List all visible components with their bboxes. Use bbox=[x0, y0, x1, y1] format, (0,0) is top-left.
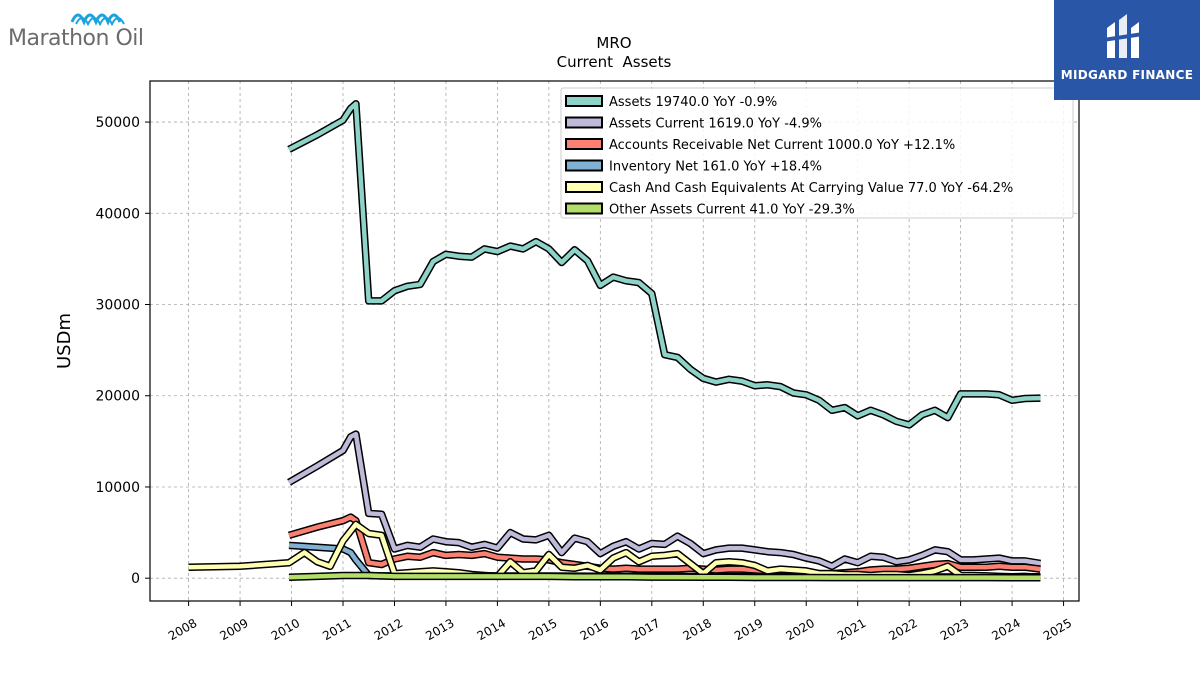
x-tick-label: 2011 bbox=[320, 616, 353, 643]
legend-swatch bbox=[565, 95, 603, 107]
y-tick-label: 40000 bbox=[95, 206, 140, 222]
series-line-1 bbox=[287, 100, 1041, 429]
x-tick-label: 2016 bbox=[578, 616, 611, 643]
series-line-6 bbox=[288, 571, 1041, 582]
x-tick-label: 2009 bbox=[217, 616, 250, 643]
x-axis: 2008 2009 2010 2011 2012 2013 2014 2015 2016 2017… bbox=[166, 601, 1074, 643]
chart-subtitle: Current Assets bbox=[557, 53, 672, 71]
series-stroke bbox=[288, 573, 1041, 581]
y-tick-label: 0 bbox=[131, 571, 140, 587]
x-tick-label: 2018 bbox=[681, 616, 714, 643]
legend-label: Other Assets Current 41.0 YoY -29.3% bbox=[609, 203, 855, 218]
grid bbox=[150, 81, 1079, 601]
wave-logo-icon bbox=[70, 13, 125, 27]
series-stroke bbox=[287, 101, 1041, 428]
x-tick-label: 2014 bbox=[475, 616, 508, 643]
y-axis: 0 10000 20000 30000 40000 50000 bbox=[95, 115, 150, 587]
legend-swatch bbox=[565, 116, 603, 129]
legend-entry-3: Accounts Receivable Net Current 1000.0 Y… bbox=[565, 138, 955, 153]
x-tick-label: 2012 bbox=[372, 616, 405, 643]
plot-frame bbox=[149, 80, 1080, 602]
x-tick-label: 2025 bbox=[1041, 616, 1074, 643]
legend-swatch bbox=[565, 159, 603, 172]
x-tick-label: 2008 bbox=[166, 616, 199, 643]
legend-box bbox=[560, 87, 1074, 219]
legend-label: Assets Current 1619.0 YoY -4.9% bbox=[609, 117, 822, 132]
legend-entry-2: Assets Current 1619.0 YoY -4.9% bbox=[565, 116, 822, 132]
legend-entry-6: Other Assets Current 41.0 YoY -29.3% bbox=[565, 202, 855, 218]
series-layer bbox=[188, 100, 1042, 582]
midgard-finance-logo: MIDGARD FINANCE bbox=[1054, 0, 1200, 100]
marathon-oil-logo: Marathon Oil bbox=[8, 6, 158, 52]
legend-entry-1: Assets 19740.0 YoY -0.9% bbox=[565, 95, 777, 110]
marathon-oil-wordmark: Marathon Oil bbox=[8, 26, 144, 51]
legend-entry-4: Inventory Net 161.0 YoY +18.4% bbox=[565, 159, 822, 175]
x-tick-label: 2010 bbox=[269, 616, 302, 643]
x-tick-label: 2015 bbox=[526, 616, 559, 643]
x-tick-label: 2024 bbox=[989, 616, 1022, 643]
midgard-emblem-icon bbox=[1103, 14, 1143, 58]
legend-swatch bbox=[565, 202, 603, 215]
midgard-finance-wordmark: MIDGARD FINANCE bbox=[1060, 68, 1194, 82]
legend-label: Cash And Cash Equivalents At Carrying Va… bbox=[609, 181, 1013, 196]
series-stroke bbox=[287, 431, 1041, 569]
y-axis-label: USDm bbox=[54, 313, 75, 369]
x-tick-label: 2023 bbox=[938, 616, 971, 643]
y-tick-label: 30000 bbox=[95, 298, 140, 314]
y-tick-label: 10000 bbox=[95, 480, 140, 496]
legend-swatch bbox=[565, 138, 603, 150]
x-tick-label: 2013 bbox=[423, 616, 456, 643]
y-tick-label: 20000 bbox=[95, 389, 140, 405]
legend-label: Inventory Net 161.0 YoY +18.4% bbox=[609, 160, 822, 175]
legend-label: Assets 19740.0 YoY -0.9% bbox=[609, 95, 777, 110]
x-tick-label: 2021 bbox=[835, 616, 868, 643]
legend: Assets 19740.0 YoY -0.9% Assets Current 1… bbox=[560, 87, 1074, 219]
x-tick-label: 2022 bbox=[886, 616, 919, 643]
legend-label: Accounts Receivable Net Current 1000.0 Y… bbox=[609, 138, 955, 153]
chart-title: MRO bbox=[596, 34, 631, 52]
legend-swatch bbox=[565, 181, 603, 193]
legend-entry-5: Cash And Cash Equivalents At Carrying Va… bbox=[565, 181, 1013, 196]
x-tick-label: 2017 bbox=[629, 616, 662, 643]
series-line-2 bbox=[287, 430, 1042, 571]
series-line-3 bbox=[287, 513, 1041, 578]
x-tick-label: 2020 bbox=[783, 616, 816, 643]
y-tick-label: 50000 bbox=[95, 115, 140, 131]
series-stroke bbox=[288, 514, 1041, 576]
x-tick-label: 2019 bbox=[732, 616, 765, 643]
